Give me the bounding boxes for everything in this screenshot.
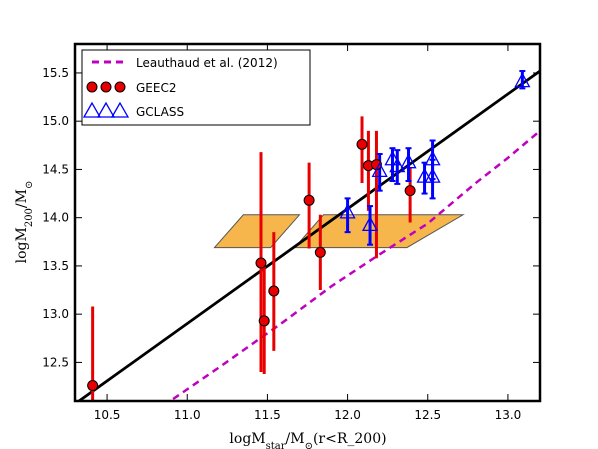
gclass-point-5 xyxy=(389,157,406,173)
geec2-point-10 xyxy=(404,185,416,197)
gclass-point-2 xyxy=(361,216,379,232)
gclass-errorbar-5 xyxy=(394,149,401,185)
gclass-errorbar-9 xyxy=(429,158,436,200)
y-axis-label: logM200/M⊙ xyxy=(14,181,35,264)
fit-line xyxy=(76,69,540,401)
geec2-point-6 xyxy=(314,246,326,258)
gclass-point-3 xyxy=(371,161,388,178)
legend-gclass-label: GCLASS xyxy=(136,105,184,119)
legend-geec2-label: GEEC2 xyxy=(136,81,176,95)
y-tick-label-5: 14.5 xyxy=(42,162,69,176)
legend-gclass-marker xyxy=(82,101,130,118)
data-markers xyxy=(87,72,531,392)
x-tick-label-1: 10.5 xyxy=(94,408,121,422)
x-tick-label-5: 12.5 xyxy=(414,408,441,422)
leauthaud-curve xyxy=(167,129,540,401)
legend-geec2-marker xyxy=(86,81,126,93)
gclass-errorbar-3 xyxy=(376,152,383,192)
shaded-region-2 xyxy=(293,214,465,249)
gclass-point-4 xyxy=(384,150,401,166)
y-tick-label-4: 14.0 xyxy=(42,211,69,225)
x-tick-label-4: 12.0 xyxy=(334,408,361,422)
gclass-point-6 xyxy=(400,153,417,169)
x-tick-label-3: 11.5 xyxy=(254,408,281,422)
shaded-region-1 xyxy=(213,214,301,249)
y-tick-label-1: 12.5 xyxy=(42,355,69,369)
y-tick-label-7: 15.5 xyxy=(42,66,69,80)
geec2-point-7 xyxy=(356,138,368,150)
legend-leauthaud-label: Leauthaud et al. (2012) xyxy=(136,56,278,70)
geec2-point-3 xyxy=(258,315,270,327)
geec2-point-5 xyxy=(303,194,315,206)
axis-ticks xyxy=(75,44,540,401)
gclass-point-8 xyxy=(424,150,441,166)
axis-tick-labels: 10.5 11.0 11.5 12.0 12.5 13.0 12.5 13.0 13.5 14.0… xyxy=(42,66,521,422)
geec2-point-1 xyxy=(87,380,99,392)
gclass-point-1 xyxy=(339,203,356,219)
y-tick-label-2: 13.0 xyxy=(42,307,69,321)
x-tick-label-6: 13.0 xyxy=(495,408,522,422)
gclass-point-9 xyxy=(424,167,441,183)
geec2-point-4 xyxy=(268,285,280,297)
gclass-point-10 xyxy=(514,72,531,88)
y-tick-label-6: 15.0 xyxy=(42,114,69,128)
legend: Leauthaud et al. (2012) GEEC2 GCLASS xyxy=(81,49,311,126)
shaded-regions xyxy=(213,214,465,249)
model-lines xyxy=(76,69,540,401)
gclass-point-7 xyxy=(416,167,433,183)
x-axis-label: logMstar/M⊙(r<R_200) xyxy=(229,431,386,449)
geec2-point-2 xyxy=(255,257,267,269)
x-tick-label-2: 11.0 xyxy=(174,408,201,422)
gclass-errorbar-2 xyxy=(367,205,374,246)
y-tick-label-3: 13.5 xyxy=(42,259,69,273)
plot-frame xyxy=(73,42,542,403)
